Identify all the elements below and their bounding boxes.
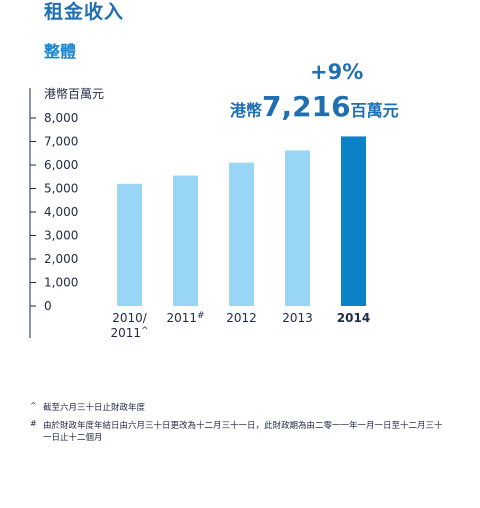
highlight-suffix: 百萬元 <box>350 101 399 120</box>
highlight-total: 港幣7,216百萬元 <box>230 90 399 123</box>
rental-income-bar-chart: 港幣百萬元 0 1,000 2,000 3,000 4,000 5,000 6,000 7,00… <box>29 87 370 340</box>
footnote-mark: # <box>30 419 37 428</box>
page-title: 租金收入 <box>44 1 125 23</box>
x-category-label: 2013 <box>282 311 313 325</box>
y-tick-label: 5,000 <box>44 182 78 196</box>
highlight-prefix: 港幣 <box>230 101 263 120</box>
footnote-mark: ^ <box>30 401 37 410</box>
y-tick-label: 1,000 <box>44 276 78 290</box>
footnote: # 由於財政年度年結日由六月三十日更改為十二月三十一日，此財政期為由二零一一年一… <box>30 419 450 444</box>
growth-percentage: +9% <box>310 60 364 84</box>
x-category-label-line2: 2011^ <box>110 326 148 340</box>
footnote: ^ 截至六月三十日止財政年度 <box>30 401 450 414</box>
y-tick-label: 4,000 <box>44 205 78 219</box>
bar <box>117 183 142 306</box>
page-subtitle: 整體 <box>44 42 77 61</box>
x-category-label: 2012 <box>226 311 257 325</box>
y-tick-label: 0 <box>44 299 52 313</box>
y-tick-label: 6,000 <box>44 158 78 172</box>
footnote-text: 截至六月三十日止財政年度 <box>43 403 146 413</box>
x-category-label: 2011# <box>166 311 204 325</box>
footnote-text: 由於財政年度年結日由六月三十日更改為十二月三十一日，此財政期為由二零一一年一月一… <box>43 421 443 443</box>
highlight-value: 7,216 <box>262 90 351 123</box>
x-category-label: 2010/ <box>112 311 148 325</box>
bar <box>229 162 254 306</box>
x-category-label: 2014 <box>337 311 370 325</box>
y-tick-label: 8,000 <box>44 111 78 125</box>
y-tick-label: 3,000 <box>44 229 78 243</box>
y-axis-unit-label: 港幣百萬元 <box>44 87 104 101</box>
footnote-marker: # <box>197 311 205 321</box>
footnote-marker: ^ <box>141 326 149 336</box>
y-tick-label: 2,000 <box>44 252 78 266</box>
bar <box>173 175 198 306</box>
bar <box>285 150 310 306</box>
bar-highlight <box>341 136 366 306</box>
footnotes: ^ 截至六月三十日止財政年度 # 由於財政年度年結日由六月三十日更改為十二月三十… <box>30 401 450 450</box>
y-tick-label: 7,000 <box>44 135 78 149</box>
